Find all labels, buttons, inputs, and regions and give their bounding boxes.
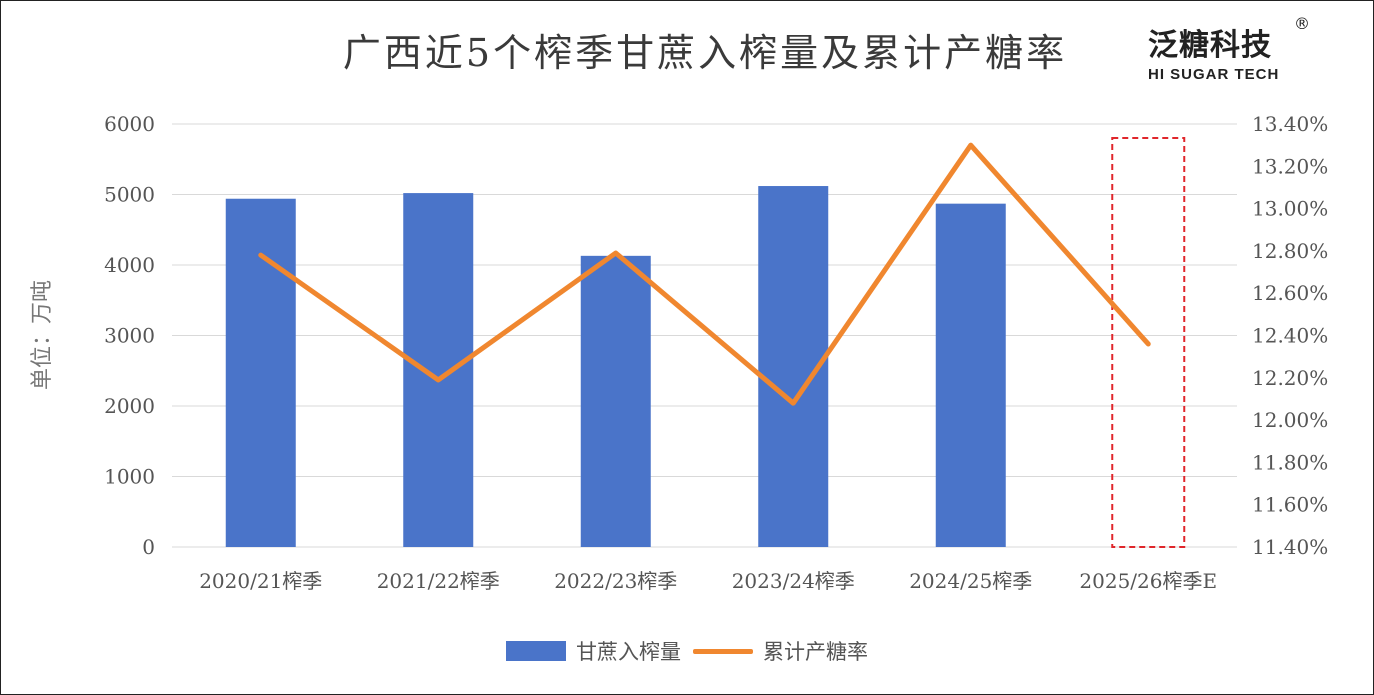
bar (225, 198, 296, 548)
registered-mark: ® (1294, 14, 1310, 33)
y-tick-label: 0 (142, 535, 155, 559)
brand-logo: 泛糖科技 ® HI SUGAR TECH (1148, 14, 1310, 83)
y2-tick-label: 12.20% (1252, 366, 1328, 390)
chart-title: 广西近5个榨季甘蔗入榨量及累计产糖率 (342, 31, 1068, 75)
x-tick-label: 2021/22榨季 (377, 569, 500, 593)
y-tick-label: 4000 (104, 253, 155, 277)
y2-tick-label: 11.80% (1252, 450, 1328, 474)
y-tick-label: 2000 (104, 394, 155, 418)
bar (580, 255, 651, 547)
y2-tick-label: 12.60% (1252, 281, 1328, 305)
line-series-sugar-rate (258, 142, 1151, 406)
y-tick-label: 1000 (104, 465, 155, 489)
y2-tick-label: 13.20% (1252, 154, 1328, 178)
legend: 甘蔗入榨量 累计产糖率 (0, 636, 1374, 666)
estimate-highlight-box (1111, 137, 1186, 548)
x-tick-label: 2020/21榨季 (199, 569, 322, 593)
bar (403, 193, 474, 547)
legend-label-bar: 甘蔗入榨量 (576, 640, 681, 664)
legend-swatch-line (693, 648, 753, 654)
brand-name-en: HI SUGAR TECH (1148, 66, 1280, 83)
y2-tick-label: 11.60% (1252, 493, 1328, 517)
x-tick-label: 2023/24榨季 (732, 569, 855, 593)
y2-tick-label: 12.00% (1252, 408, 1328, 432)
legend-item-line: 累计产糖率 (693, 636, 868, 666)
x-tick-label: 2025/26榨季E (1079, 569, 1217, 593)
y2-tick-label: 11.40% (1252, 535, 1328, 559)
y2-tick-label: 12.40% (1252, 324, 1328, 348)
y-tick-label: 5000 (104, 183, 155, 207)
brand-name-cn: 泛糖科技 (1148, 28, 1272, 63)
bar (935, 203, 1006, 548)
legend-swatch-bar (506, 641, 566, 661)
y-tick-label: 3000 (104, 324, 155, 348)
y-tick-label: 6000 (104, 112, 155, 136)
y2-tick-label: 13.40% (1252, 112, 1328, 136)
x-tick-label: 2024/25榨季 (909, 569, 1032, 593)
y2-tick-label: 12.80% (1252, 239, 1328, 263)
y2-tick-label: 13.00% (1252, 197, 1328, 221)
x-tick-label: 2022/23榨季 (554, 569, 677, 593)
legend-item-bar: 甘蔗入榨量 (506, 636, 681, 666)
legend-label-line: 累计产糖率 (763, 640, 868, 664)
